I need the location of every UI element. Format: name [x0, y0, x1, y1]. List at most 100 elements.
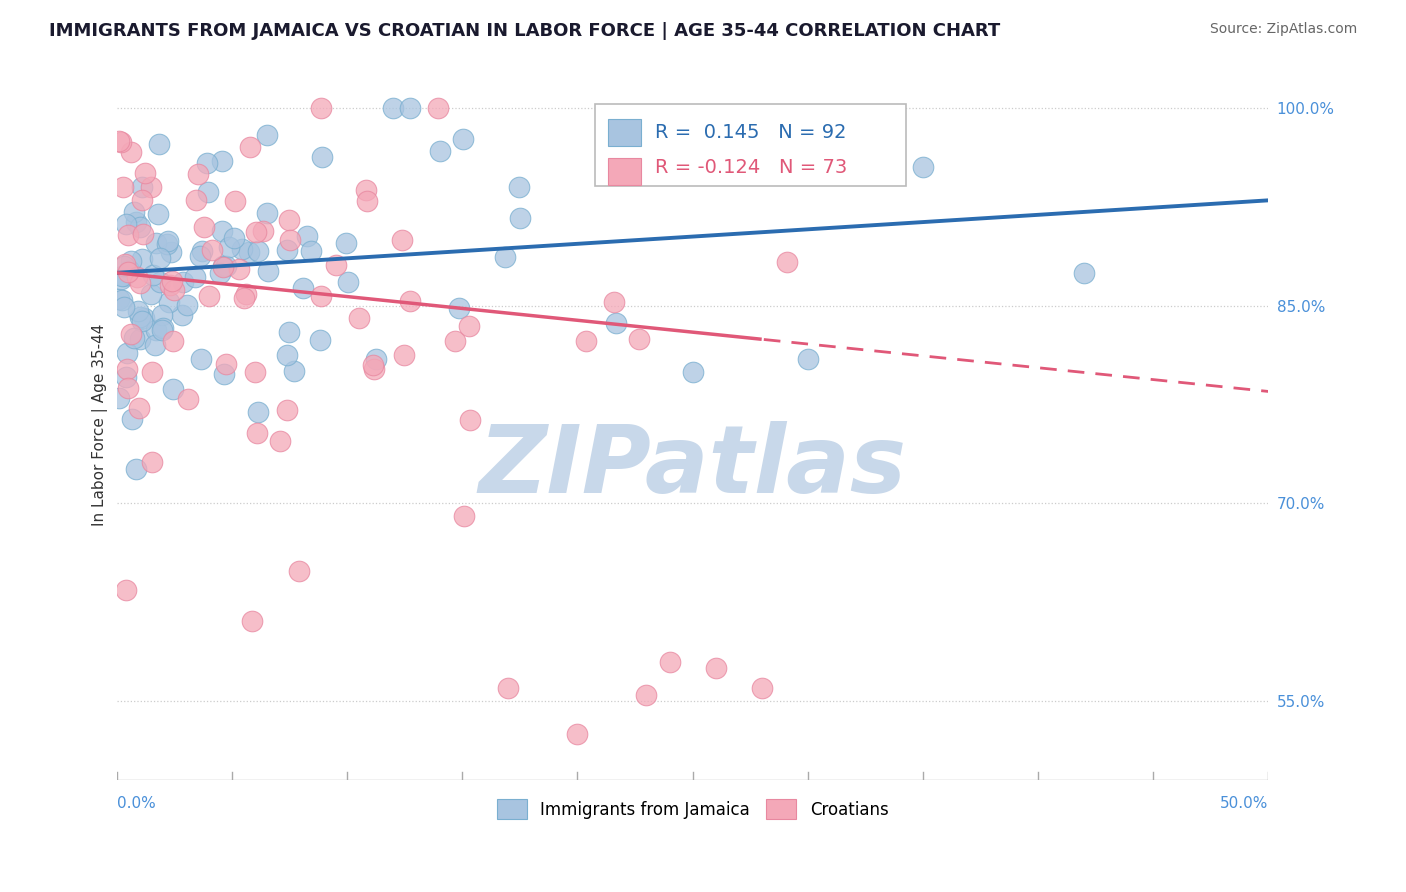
Point	[391, 233, 413, 247]
Point	[117, 381, 139, 395]
Point	[127, 304, 149, 318]
Point	[356, 194, 378, 208]
Point	[150, 308, 173, 322]
Point	[337, 275, 360, 289]
Point	[1073, 266, 1095, 280]
Point	[117, 262, 139, 277]
Point	[299, 244, 322, 259]
Point	[444, 334, 467, 349]
Point	[347, 311, 370, 326]
Point	[453, 132, 475, 146]
Point	[214, 368, 236, 382]
Text: ZIPatlas: ZIPatlas	[478, 421, 907, 513]
Point	[392, 348, 415, 362]
Point	[176, 297, 198, 311]
Point	[247, 405, 270, 419]
Point	[429, 145, 451, 159]
Point	[567, 727, 589, 741]
Point	[603, 294, 626, 309]
Point	[112, 180, 135, 194]
Point	[128, 276, 150, 290]
Point	[122, 205, 145, 219]
Point	[134, 310, 156, 325]
Point	[256, 128, 278, 142]
Text: Source: ZipAtlas.com: Source: ZipAtlas.com	[1209, 22, 1357, 37]
Point	[156, 237, 179, 252]
Point	[636, 688, 658, 702]
Point	[278, 233, 301, 247]
Point	[246, 425, 269, 440]
Point	[115, 362, 138, 376]
Legend: Immigrants from Jamaica, Croatians: Immigrants from Jamaica, Croatians	[489, 793, 896, 825]
Point	[114, 257, 136, 271]
Point	[108, 134, 131, 148]
Point	[156, 234, 179, 248]
Point	[658, 655, 681, 669]
Point	[112, 259, 135, 273]
Point	[335, 235, 357, 250]
Point	[114, 583, 136, 598]
Point	[257, 264, 280, 278]
Point	[129, 219, 152, 234]
Point	[796, 351, 818, 366]
Point	[195, 156, 218, 170]
Point	[141, 286, 163, 301]
Point	[232, 292, 254, 306]
Point	[108, 292, 131, 306]
Point	[245, 225, 267, 239]
Point	[117, 265, 139, 279]
Point	[200, 243, 222, 257]
Point	[238, 244, 260, 259]
Point	[188, 249, 211, 263]
Point	[108, 392, 131, 406]
Point	[177, 392, 200, 406]
Point	[120, 145, 142, 159]
Point	[110, 135, 132, 149]
Point	[214, 259, 236, 273]
Point	[211, 224, 233, 238]
Point	[269, 434, 291, 449]
Point	[149, 275, 172, 289]
Point	[575, 334, 598, 348]
Point	[170, 308, 193, 322]
Point	[148, 251, 170, 265]
Point	[163, 283, 186, 297]
Point	[276, 402, 298, 417]
Point	[143, 338, 166, 352]
Point	[361, 358, 384, 372]
Point	[191, 244, 214, 259]
Point	[122, 331, 145, 345]
Point	[212, 260, 235, 274]
Point	[184, 270, 207, 285]
Point	[193, 220, 215, 235]
Point	[363, 361, 385, 376]
Point	[111, 268, 134, 283]
Point	[112, 269, 135, 284]
Point	[131, 314, 153, 328]
Point	[131, 252, 153, 267]
Point	[208, 266, 231, 280]
Point	[139, 179, 162, 194]
Point	[110, 271, 132, 285]
Point	[704, 661, 727, 675]
Point	[121, 412, 143, 426]
Point	[309, 333, 332, 347]
Point	[496, 681, 519, 695]
Text: 50.0%: 50.0%	[1220, 797, 1268, 811]
Point	[125, 215, 148, 229]
Point	[354, 183, 377, 197]
Text: IMMIGRANTS FROM JAMAICA VS CROATIAN IN LABOR FORCE | AGE 35-44 CORRELATION CHART: IMMIGRANTS FROM JAMAICA VS CROATIAN IN L…	[49, 22, 1001, 40]
Point	[186, 193, 208, 207]
Point	[114, 370, 136, 384]
Point	[246, 244, 269, 258]
Point	[449, 301, 471, 315]
Point	[287, 565, 309, 579]
Point	[292, 281, 315, 295]
Point	[145, 323, 167, 337]
Point	[142, 268, 165, 282]
Point	[911, 161, 934, 175]
Point	[277, 325, 299, 339]
Point	[145, 235, 167, 250]
Point	[222, 231, 245, 245]
Point	[131, 193, 153, 207]
